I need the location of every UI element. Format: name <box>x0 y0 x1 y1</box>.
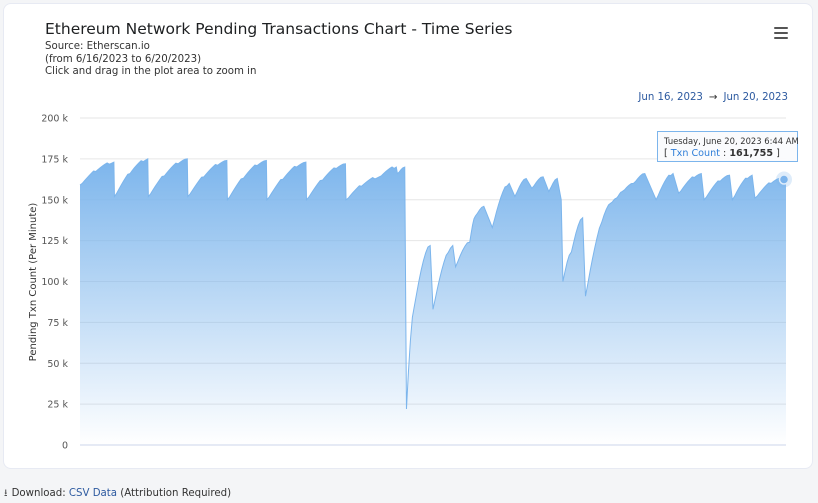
series-area <box>80 158 786 445</box>
y-tick-label: 200 k <box>41 114 68 125</box>
series-line <box>79 158 787 410</box>
hover-point-marker <box>778 174 790 185</box>
range-arrow: → <box>708 92 718 103</box>
y-axis-label: Pending Txn Count (Per Minute) <box>28 203 39 362</box>
y-tick-label: 100 k <box>41 277 68 288</box>
y-tick-label: 0 <box>62 441 68 452</box>
source-label: Source: Etherscan.io <box>45 41 150 52</box>
attribution-note: (Attribution Required) <box>120 488 232 499</box>
y-tick-label: 125 k <box>41 236 68 247</box>
y-tick-label: 25 k <box>47 400 68 411</box>
tooltip-date: Tuesday, June 20, 2023 6:44 AM <box>664 136 799 146</box>
chart-subtitle: Source: Etherscan.io (from 6/16/2023 to … <box>45 41 256 79</box>
chart-title: Ethereum Network Pending Transactions Ch… <box>45 20 513 38</box>
date-span-label: (from 6/16/2023 to 6/20/2023) <box>45 53 202 65</box>
csv-data-link[interactable]: CSV Data <box>68 488 118 499</box>
y-tick-label: 75 k <box>47 318 68 329</box>
download-icon: ⭳ <box>4 488 8 499</box>
range-start-link[interactable]: Jun 16, 2023 <box>638 92 703 103</box>
range-end-link[interactable]: Jun 20, 2023 <box>723 92 788 103</box>
y-tick-label: 150 k <box>41 195 68 206</box>
tooltip-value: 161,755 <box>729 148 774 159</box>
download-bar: ⭳ Download: CSV Data (Attribution Require… <box>4 486 231 503</box>
hover-point-halo <box>776 171 792 188</box>
zoom-hint: Click and drag in the plot area to zoom … <box>45 66 257 77</box>
date-range: Jun 16, 2023 → Jun 20, 2023 <box>630 92 788 103</box>
tooltip-row: [ Txn Count : 161,755 ] <box>664 148 780 159</box>
download-label: Download: <box>11 488 66 499</box>
y-tick-label: 175 k <box>41 154 68 165</box>
tooltip-series-name: Txn Count <box>670 148 720 159</box>
y-axis-ticks: 0 25 k 50 k 75 k 100 k 125 k 150 k 175 k 200 k <box>41 114 68 452</box>
hamburger-menu-icon[interactable] <box>774 27 788 39</box>
y-tick-label: 50 k <box>47 359 68 370</box>
data-tooltip: Tuesday, June 20, 2023 6:44 AM [ Txn Cou… <box>657 131 799 162</box>
